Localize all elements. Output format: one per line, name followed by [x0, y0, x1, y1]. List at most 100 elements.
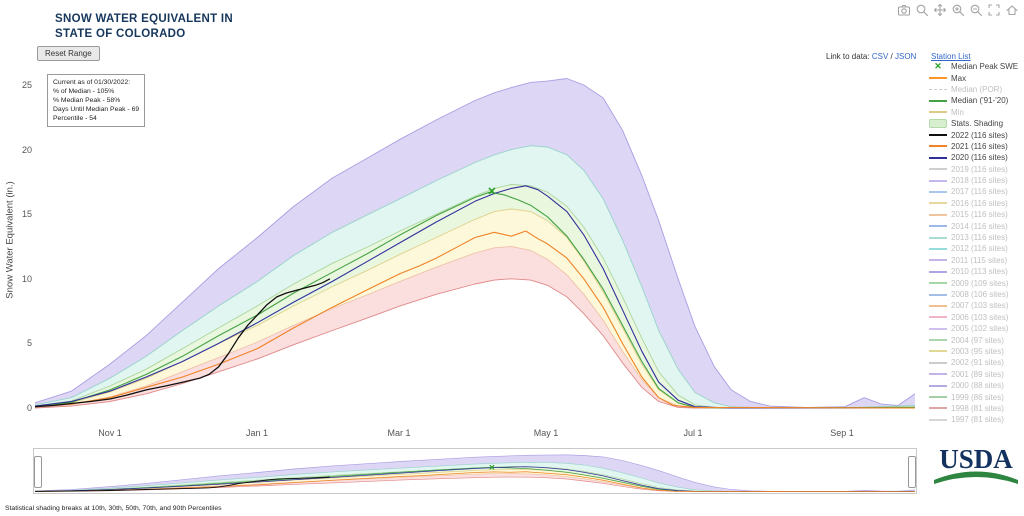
legend-item-label: 2001 (89 sites): [951, 369, 1004, 379]
legend-item-label: 2012 (116 sites): [951, 244, 1008, 254]
csv-link[interactable]: CSV: [871, 52, 889, 61]
range-slider-left-handle[interactable]: [34, 456, 42, 488]
main-chart[interactable]: [35, 70, 915, 415]
legend-item-max[interactable]: Max: [929, 72, 1024, 83]
legend-item-label: 2022 (116 sites): [951, 130, 1008, 140]
legend-item-label: 2008 (106 sites): [951, 290, 1009, 299]
legend-item-label: Median (POR): [951, 84, 1003, 94]
line-sample-icon: [929, 134, 947, 137]
legend-item-median-por[interactable]: Median (POR): [929, 84, 1024, 95]
pan-icon[interactable]: [932, 3, 948, 17]
legend-item-label: 2000 (88 sites): [951, 381, 1004, 391]
legend-item-2021-116-sites[interactable]: 2021 (116 sites): [929, 141, 1024, 152]
range-slider-right-handle[interactable]: [908, 456, 916, 488]
range-slider[interactable]: [33, 448, 917, 494]
legend-item-median-91-20[interactable]: Median ('91-'20): [929, 95, 1024, 106]
line-sample-icon: [929, 259, 947, 262]
legend-item-label: 2006 (103 sites): [951, 312, 1009, 322]
line-sample-icon: [929, 304, 947, 307]
legend-item-2022-116-sites[interactable]: 2022 (116 sites): [929, 129, 1024, 140]
reset-axes-icon[interactable]: [1004, 3, 1020, 17]
legend-item-1997-81-sites[interactable]: 1997 (81 sites): [929, 414, 1024, 425]
legend-item-2003-95-sites[interactable]: 2003 (95 sites): [929, 346, 1024, 357]
legend-item-label: 2019 (116 sites): [951, 164, 1008, 174]
camera-icon[interactable]: [896, 3, 912, 17]
line-sample-icon: [929, 282, 947, 285]
json-link[interactable]: JSON: [894, 52, 917, 61]
legend-item-label: 1997 (81 sites): [951, 415, 1004, 425]
line-sample-icon: [929, 396, 947, 399]
current-stats-tooltip: Current as of 01/30/2022: % of Median - …: [47, 74, 146, 127]
tooltip-line-pct-median: % of Median - 105%: [53, 88, 115, 95]
reset-range-button[interactable]: Reset Range: [37, 46, 100, 61]
y-tick-15: 15: [21, 209, 32, 219]
legend-item-2013-116-sites[interactable]: 2013 (116 sites): [929, 232, 1024, 243]
legend-item-2001-89-sites[interactable]: 2001 (89 sites): [929, 369, 1024, 380]
legend-item-label: 2007 (103 sites): [951, 301, 1009, 311]
x-tick-nov1: Nov 1: [98, 428, 122, 438]
line-sample-icon: [929, 316, 947, 319]
legend-item-min[interactable]: Min: [929, 107, 1024, 118]
legend-item-label: Min: [951, 107, 964, 117]
legend-item-2019-116-sites[interactable]: 2019 (116 sites): [929, 164, 1024, 175]
legend-item-2009-109-sites[interactable]: 2009 (109 sites): [929, 277, 1024, 288]
station-list-link[interactable]: Station List: [931, 52, 971, 61]
modebar: [896, 3, 1020, 17]
page-title-line2: STATE OF COLORADO: [55, 28, 186, 40]
line-sample-icon: [929, 247, 947, 250]
y-tick-25: 25: [21, 80, 32, 90]
line-sample-icon: [929, 373, 947, 376]
line-sample-icon: [929, 418, 947, 421]
legend-item-2005-102-sites[interactable]: 2005 (102 sites): [929, 323, 1024, 334]
legend-item-label: 1999 (86 sites): [951, 392, 1004, 402]
x-tick-sep1: Sep 1: [830, 428, 854, 438]
legend-item-2000-88-sites[interactable]: 2000 (88 sites): [929, 380, 1024, 391]
legend-item-2020-116-sites[interactable]: 2020 (116 sites): [929, 152, 1024, 163]
tooltip-line-date: Current as of 01/30/2022:: [53, 79, 131, 86]
legend-item-2014-116-sites[interactable]: 2014 (116 sites): [929, 220, 1024, 231]
line-sample-icon: [929, 225, 947, 228]
autoscale-icon[interactable]: [986, 3, 1002, 17]
legend-item-2007-103-sites[interactable]: 2007 (103 sites): [929, 300, 1024, 311]
link-to-data: Link to data: CSV / JSON: [826, 52, 916, 61]
legend-item-2017-116-sites[interactable]: 2017 (116 sites): [929, 186, 1024, 197]
legend-item-median-peak-swe[interactable]: ✕ Median Peak SWE: [929, 61, 1024, 72]
usda-logo-text: USDA: [939, 444, 1013, 474]
line-sample-icon: [929, 350, 947, 353]
legend-item-label: 2003 (95 sites): [951, 346, 1004, 356]
legend-item-2006-103-sites[interactable]: 2006 (103 sites): [929, 312, 1024, 323]
x-tick-jan1: Jan 1: [245, 428, 269, 438]
y-tick-5: 5: [26, 338, 32, 348]
legend-item-2011-115-sites[interactable]: 2011 (115 sites): [929, 255, 1024, 266]
line-sample-icon: [929, 99, 947, 102]
legend-item-label: 2016 (116 sites): [951, 198, 1008, 208]
zoom-out-icon[interactable]: [968, 3, 984, 17]
x-marker-icon: ✕: [934, 61, 942, 72]
legend-item-label: 2017 (116 sites): [951, 187, 1008, 197]
legend-item-label: 1998 (81 sites): [951, 403, 1004, 413]
line-sample-icon: [929, 361, 947, 364]
legend-item-2004-97-sites[interactable]: 2004 (97 sites): [929, 334, 1024, 345]
x-tick-mar1: Mar 1: [387, 428, 411, 438]
legend-item-stats-shading[interactable]: Stats. Shading: [929, 118, 1024, 129]
legend-item-2012-116-sites[interactable]: 2012 (116 sites): [929, 243, 1024, 254]
legend-item-2018-116-sites[interactable]: 2018 (116 sites): [929, 175, 1024, 186]
y-tick-10: 10: [21, 274, 32, 284]
legend-item-2016-116-sites[interactable]: 2016 (116 sites): [929, 198, 1024, 209]
legend-item-2008-106-sites[interactable]: 2008 (106 sites): [929, 289, 1024, 300]
legend-item-1998-81-sites[interactable]: 1998 (81 sites): [929, 403, 1024, 414]
legend-item-2015-116-sites[interactable]: 2015 (116 sites): [929, 209, 1024, 220]
zoom-icon[interactable]: [914, 3, 930, 17]
zoom-in-icon[interactable]: [950, 3, 966, 17]
y-tick-0: 0: [26, 403, 32, 413]
line-sample-icon: [929, 293, 947, 296]
legend-item-2010-113-sites[interactable]: 2010 (113 sites): [929, 266, 1024, 277]
line-sample-icon: [929, 77, 947, 80]
line-sample-icon: [929, 156, 947, 159]
legend-item-2002-91-sites[interactable]: 2002 (91 sites): [929, 357, 1024, 368]
legend-item-label: 2004 (97 sites): [951, 335, 1004, 345]
link-separator: /: [890, 52, 893, 61]
line-sample-icon: [929, 213, 947, 216]
legend-item-1999-86-sites[interactable]: 1999 (86 sites): [929, 391, 1024, 402]
range-slider-chart[interactable]: [35, 451, 915, 493]
